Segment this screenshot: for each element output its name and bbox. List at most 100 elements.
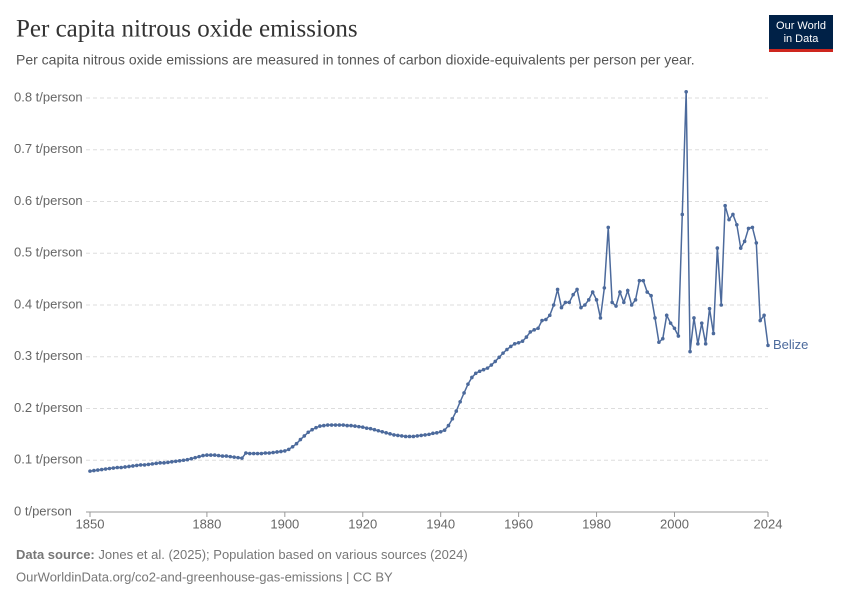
point — [762, 313, 766, 318]
point — [154, 461, 159, 466]
point — [446, 423, 451, 428]
point — [536, 326, 540, 331]
point — [99, 467, 104, 472]
point — [641, 278, 646, 283]
y-tick-label: 0.6 t/person — [14, 193, 83, 208]
point — [746, 226, 751, 231]
y-tick-label: 0.5 t/person — [14, 245, 83, 260]
point — [267, 451, 272, 455]
y-tick-label: 0.3 t/person — [14, 348, 83, 363]
point — [559, 305, 564, 310]
point — [622, 300, 626, 305]
chart-subtitle: Per capita nitrous oxide emissions are m… — [16, 52, 695, 68]
point — [590, 290, 595, 294]
point — [594, 298, 599, 302]
logo-bar — [769, 49, 833, 52]
footer[interactable]: OurWorldinData.org/co2-and-greenhouse-ga… — [16, 569, 393, 584]
point — [251, 451, 256, 456]
point — [360, 425, 365, 429]
point — [240, 456, 244, 460]
point — [473, 371, 478, 376]
point — [625, 288, 630, 293]
point — [279, 449, 283, 454]
point — [735, 222, 739, 227]
point — [302, 434, 307, 438]
point — [177, 458, 182, 463]
point — [481, 367, 486, 372]
point — [318, 424, 322, 428]
point — [637, 278, 642, 283]
point — [692, 316, 696, 320]
point — [668, 321, 673, 325]
point — [614, 304, 618, 308]
point — [427, 432, 431, 437]
point — [189, 456, 194, 461]
point — [236, 455, 240, 460]
point — [672, 326, 677, 331]
point — [719, 303, 724, 307]
point — [571, 292, 575, 297]
point — [162, 461, 166, 465]
point — [505, 347, 509, 352]
point — [142, 463, 147, 467]
point — [466, 382, 470, 386]
point — [419, 433, 424, 438]
point — [598, 316, 603, 320]
point — [454, 409, 459, 413]
point — [388, 432, 392, 436]
point — [166, 460, 170, 465]
x-tick-label: 1900 — [270, 516, 299, 531]
point — [629, 303, 634, 307]
point — [501, 351, 505, 355]
point — [512, 342, 517, 346]
line — [89, 91, 769, 472]
point — [321, 423, 326, 428]
y-tick-label: 0.8 t/person — [14, 89, 83, 104]
point — [497, 355, 501, 360]
logo[interactable]: Our World in Data — [769, 15, 833, 52]
point — [551, 303, 556, 307]
point — [271, 450, 275, 455]
logo-text: Our World — [776, 20, 826, 32]
point — [150, 462, 155, 466]
point — [396, 433, 400, 438]
x-tick-label: 1850 — [76, 516, 105, 531]
point — [310, 427, 314, 432]
point — [131, 464, 135, 468]
point — [738, 246, 743, 250]
point — [470, 375, 474, 380]
point — [664, 313, 669, 318]
point — [123, 465, 127, 469]
point — [193, 455, 198, 460]
point — [532, 328, 537, 332]
point — [357, 424, 361, 429]
x-tick-label: 1940 — [426, 516, 455, 531]
point — [115, 465, 120, 470]
point — [477, 369, 482, 374]
point — [485, 366, 490, 370]
point — [450, 417, 455, 421]
point — [111, 466, 116, 470]
logo-box — [769, 15, 833, 49]
source-text: Jones et al. (2025); Population based on… — [98, 547, 467, 562]
point — [275, 450, 279, 454]
point — [583, 303, 587, 307]
point — [540, 318, 544, 323]
point — [197, 454, 201, 459]
point — [306, 430, 311, 435]
point — [423, 433, 427, 437]
point — [516, 340, 521, 345]
point — [255, 451, 260, 456]
point — [723, 203, 727, 208]
point — [415, 434, 420, 438]
point — [579, 305, 583, 310]
point — [660, 336, 665, 341]
point — [88, 469, 92, 473]
point — [707, 306, 712, 311]
point — [228, 454, 233, 459]
chart-title: Per capita nitrous oxide emissions — [16, 16, 358, 43]
point — [563, 300, 568, 305]
x-tick-label: 1960 — [504, 516, 533, 531]
point — [544, 317, 548, 322]
point — [431, 431, 435, 436]
